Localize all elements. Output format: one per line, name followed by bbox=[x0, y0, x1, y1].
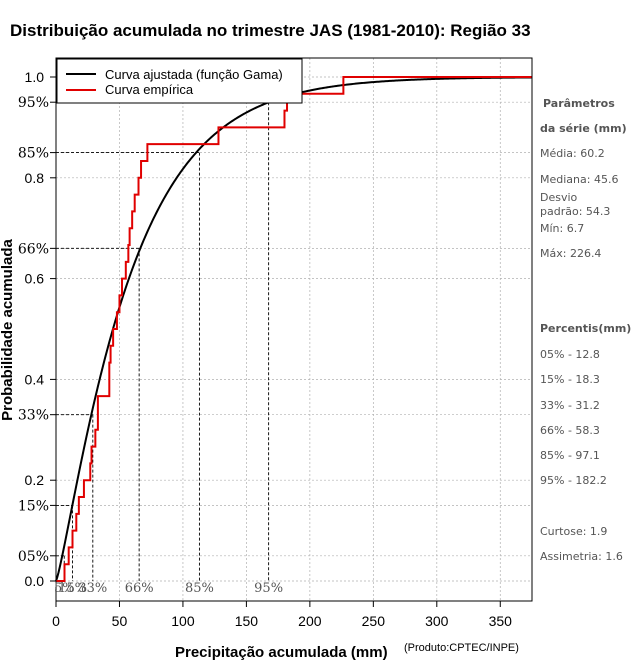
percentile-y-label: 95% bbox=[18, 95, 49, 111]
params-heading-2: da série (mm) bbox=[540, 122, 627, 135]
x-tick-label: 0 bbox=[52, 613, 60, 629]
percentile-x-label: 5% bbox=[54, 581, 75, 596]
percentile-y-label: 33% bbox=[18, 408, 49, 424]
percentile-y-label: 66% bbox=[18, 241, 49, 257]
legend-label-fitted: Curva ajustada (função Gama) bbox=[105, 67, 283, 82]
percentile-x-label: 85% bbox=[185, 581, 214, 596]
percentile-x-label: 95% bbox=[254, 581, 283, 596]
params-heading-1: Parâmetros bbox=[543, 97, 615, 110]
percentile-95: 95% - 182.2 bbox=[540, 474, 607, 487]
y-tick-label: 0.4 bbox=[25, 371, 45, 387]
param-sd-line1: Desvio bbox=[540, 191, 578, 204]
empirical-step-curve bbox=[56, 76, 532, 582]
x-axis: 0 50 100 150 200 250 300 350 bbox=[52, 601, 512, 629]
percentile-y-label: 15% bbox=[18, 498, 49, 514]
percentile-85: 85% - 97.1 bbox=[540, 449, 600, 462]
y-tick-label: 0.6 bbox=[25, 271, 45, 287]
legend-label-empirical: Curva empírica bbox=[105, 82, 194, 97]
x-tick-label: 350 bbox=[489, 613, 513, 629]
y-axis-label: Probabilidade acumulada bbox=[0, 238, 16, 420]
percentiles-heading: Percentis(mm) bbox=[540, 322, 631, 335]
param-min: Mín: 6.7 bbox=[540, 222, 584, 235]
percentile-x-labels: 5%15%33% 66% 85% 95% bbox=[54, 581, 283, 596]
percentile-markers bbox=[56, 101, 270, 581]
percentile-y-label: 05% bbox=[18, 549, 49, 565]
legend-box bbox=[56, 58, 303, 104]
percentile-x-label: 15% bbox=[58, 581, 87, 596]
skewness: Assimetria: 1.6 bbox=[540, 550, 623, 563]
y-axis: 0.0 0.2 0.4 0.6 0.8 1.0 bbox=[25, 69, 56, 589]
percentile-y-labels: 05% 15% 33% 66% 85% 95% bbox=[18, 95, 56, 565]
y-tick-label: 0.0 bbox=[25, 573, 45, 589]
x-tick-label: 250 bbox=[362, 613, 386, 629]
x-tick-label: 150 bbox=[235, 613, 259, 629]
x-axis-label: Precipitação acumulada (mm) bbox=[175, 644, 388, 660]
grid-lines bbox=[55, 58, 532, 601]
percentile-y-label: 85% bbox=[18, 146, 49, 162]
percentile-15: 15% - 18.3 bbox=[540, 373, 600, 386]
y-tick-label: 0.2 bbox=[25, 472, 45, 488]
y-tick-label: 0.8 bbox=[25, 170, 45, 186]
percentile-66: 66% - 58.3 bbox=[540, 424, 600, 437]
statistics-panel: Parâmetros da série (mm) Média: 60.2 Med… bbox=[540, 97, 631, 563]
percentile-x-label: 66% bbox=[125, 581, 154, 596]
param-sd-line2: padrão: 54.3 bbox=[540, 205, 610, 218]
x-tick-label: 300 bbox=[425, 613, 449, 629]
legend: Curva ajustada (função Gama) Curva empír… bbox=[56, 58, 303, 104]
plot-frame bbox=[55, 57, 533, 602]
y-tick-label: 1.0 bbox=[25, 69, 45, 85]
credit-label: (Produto:CPTEC/INPE) bbox=[404, 642, 519, 654]
kurtosis: Curtose: 1.9 bbox=[540, 525, 607, 538]
x-tick-label: 100 bbox=[171, 613, 195, 629]
x-tick-label: 200 bbox=[298, 613, 322, 629]
percentile-x-label: 33% bbox=[78, 581, 107, 596]
param-max: Máx: 226.4 bbox=[540, 247, 601, 260]
x-tick-label: 50 bbox=[112, 613, 128, 629]
percentile-33: 33% - 31.2 bbox=[540, 399, 600, 412]
chart-title: Distribuição acumulada no trimestre JAS … bbox=[10, 21, 531, 40]
percentile-05: 05% - 12.8 bbox=[540, 348, 600, 361]
param-median: Mediana: 45.6 bbox=[540, 173, 618, 186]
param-mean: Média: 60.2 bbox=[540, 147, 605, 160]
